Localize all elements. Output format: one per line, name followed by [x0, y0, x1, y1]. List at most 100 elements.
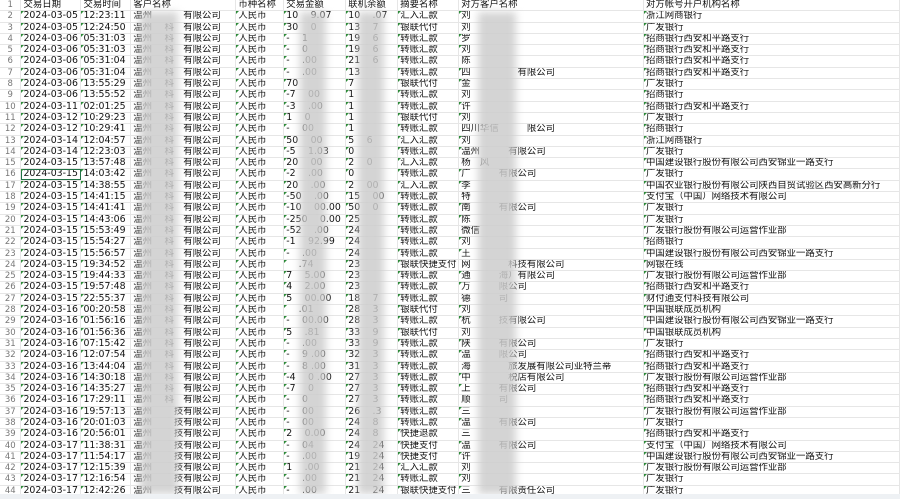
cell-balance[interactable]: 50 0	[345, 202, 399, 215]
cell-amount[interactable]: -7 0	[283, 383, 347, 396]
cell-amount[interactable]: -5 1.03	[283, 146, 347, 159]
cell-trade-date[interactable]: 2024-03-11	[20, 101, 82, 113]
cell-summary[interactable]: 转账汇款	[397, 338, 460, 351]
cell-balance[interactable]: 2 00	[345, 180, 399, 193]
cell-amount[interactable]: - .00	[283, 338, 347, 351]
row-number[interactable]: 20	[0, 214, 22, 226]
cell-trade-time[interactable]: 14:30:18	[80, 372, 132, 385]
cell-counterparty-name[interactable]: 德 司	[458, 293, 645, 306]
cell-counterparty-bank[interactable]: 中国建设银行股份有限公司西安锦业一路支行	[643, 248, 900, 260]
cell-amount[interactable]: - 00	[283, 406, 347, 418]
cell-counterparty-bank[interactable]: 招商银行西安和平路支行	[643, 349, 900, 362]
row-number[interactable]: 40	[0, 440, 22, 452]
cell-counterparty-name[interactable]: 温州 有限公司	[458, 146, 645, 159]
cell-trade-time[interactable]: 22:55:37	[80, 293, 132, 306]
row-number[interactable]: 39	[0, 428, 22, 441]
row-number[interactable]: 21	[0, 225, 22, 238]
cell-customer-name[interactable]: 温州 科 有限公司	[130, 78, 237, 91]
cell-counterparty-bank[interactable]: 支付宝（中国）网络技术有限公司	[643, 440, 900, 452]
cell-counterparty-bank[interactable]: 中国建设银行股份有限公司西安锦业一路支行	[643, 451, 900, 464]
cell-amount[interactable]: 1 0	[283, 112, 347, 125]
cell-counterparty-bank[interactable]: 广发银行股份有限公司运营作业部	[643, 406, 900, 418]
cell-trade-date[interactable]: 2024-03-17	[20, 473, 82, 486]
cell-currency[interactable]: 人民币	[235, 214, 285, 226]
cell-trade-time[interactable]: 20:01:03	[80, 417, 132, 430]
row-number[interactable]: 34	[0, 372, 22, 385]
cell-counterparty-name[interactable]: 刘	[458, 89, 645, 102]
cell-customer-name[interactable]: 温州 科 有限公司	[130, 55, 237, 68]
cell-trade-time[interactable]: 14:38:55	[80, 180, 132, 193]
cell-counterparty-bank[interactable]: 中国银联成员机构	[643, 304, 900, 317]
cell-counterparty-bank[interactable]: 招商银行	[643, 89, 900, 102]
cell-currency[interactable]: 人民币	[235, 248, 285, 260]
row-number[interactable]: 15	[0, 157, 22, 170]
cell-amount[interactable]: .01	[283, 304, 347, 317]
cell-currency[interactable]: 人民币	[235, 462, 285, 475]
cell-currency[interactable]: 人民币	[235, 259, 285, 272]
cell-summary[interactable]: 转账汇款	[397, 225, 460, 238]
cell-counterparty-name[interactable]: 刘	[458, 10, 645, 23]
cell-customer-name[interactable]: 温州 科 有限公司	[130, 67, 237, 80]
cell-balance[interactable]: 24 24	[345, 440, 399, 452]
cell-counterparty-bank[interactable]: 广发银行	[643, 22, 900, 34]
cell-trade-date[interactable]: 2024-03-15	[20, 281, 82, 294]
cell-customer-name[interactable]: 温州 科 有限公司	[130, 315, 237, 328]
cell-amount[interactable]: - 0	[283, 44, 347, 57]
header-amount[interactable]: 交易金额	[283, 0, 347, 12]
cell-balance[interactable]: 28 3	[345, 304, 399, 317]
cell-counterparty-bank[interactable]: 网银在线	[643, 259, 900, 272]
cell-counterparty-name[interactable]: 陕 有限公司	[458, 338, 645, 351]
cell-counterparty-bank[interactable]: 财付通支付科技有限公司	[643, 293, 900, 306]
cell-counterparty-name[interactable]: 刘	[458, 112, 645, 125]
cell-balance[interactable]: 1	[345, 123, 399, 136]
cell-currency[interactable]: 人民币	[235, 10, 285, 23]
row-number[interactable]: 8	[0, 78, 22, 91]
row-number[interactable]: 41	[0, 451, 22, 464]
row-number[interactable]: 43	[0, 473, 22, 486]
cell-trade-date[interactable]: 2024-03-05	[20, 10, 82, 23]
cell-customer-name[interactable]: 温州 科 有限公司	[130, 101, 237, 113]
cell-customer-name[interactable]: 温州 科 有限公司	[130, 293, 237, 306]
cell-counterparty-bank[interactable]: 中国建设银行股份有限公司西安锦业一路支行	[643, 157, 900, 170]
cell-customer-name[interactable]: 温州 科 有限公司	[130, 225, 237, 238]
cell-counterparty-name[interactable]: 中 税店有限公司	[458, 372, 645, 385]
cell-summary[interactable]: 银联代付	[397, 22, 460, 34]
cell-counterparty-bank[interactable]: 招商银行西安和平路支行	[643, 361, 900, 373]
cell-trade-time[interactable]: 13:55:52	[80, 89, 132, 102]
cell-summary[interactable]: 银联快捷支付	[397, 259, 460, 272]
cell-customer-name[interactable]: 温州 技有限公司	[130, 473, 237, 486]
cell-balance[interactable]: 19 6	[345, 44, 399, 57]
cell-trade-time[interactable]: 14:41:41	[80, 202, 132, 215]
cell-amount[interactable]: - 9 .00	[283, 349, 347, 362]
cell-trade-date[interactable]: 2024-03-06	[20, 67, 82, 80]
cell-summary[interactable]: 汇入汇款	[397, 135, 460, 147]
cell-balance[interactable]: 10 .07	[345, 10, 399, 23]
cell-counterparty-bank[interactable]: 广发银行	[643, 338, 900, 351]
cell-currency[interactable]: 人民币	[235, 55, 285, 68]
cell-currency[interactable]: 人民币	[235, 406, 285, 418]
cell-summary[interactable]: 转账汇款	[397, 191, 460, 204]
cell-trade-time[interactable]: 19:57:13	[80, 406, 132, 418]
cell-amount[interactable]: 50 00	[283, 135, 347, 147]
cell-trade-date[interactable]: 2024-03-12	[20, 112, 82, 125]
cell-amount[interactable]: - 8 .00	[283, 361, 347, 373]
cell-trade-date[interactable]: 2024-03-16	[20, 406, 82, 418]
cell-currency[interactable]: 人民币	[235, 157, 285, 170]
cell-summary[interactable]: 汇入汇款	[397, 157, 460, 170]
cell-counterparty-bank[interactable]: 浙江网商银行	[643, 135, 900, 147]
cell-amount[interactable]: 7 5.00	[283, 270, 347, 283]
row-number[interactable]: 13	[0, 135, 22, 147]
cell-customer-name[interactable]: 温州 科 有限公司	[130, 123, 237, 136]
cell-customer-name[interactable]: 温州 科 有限公司	[130, 248, 237, 260]
row-number[interactable]: 22	[0, 236, 22, 249]
cell-trade-date[interactable]: 2024-03-16	[20, 417, 82, 430]
cell-amount[interactable]: - .00	[283, 67, 347, 80]
cell-customer-name[interactable]: 温州 技有限公司	[130, 428, 237, 441]
cell-trade-date[interactable]: 2024-03-06	[20, 89, 82, 102]
cell-customer-name[interactable]: 温州 科 有限公司	[130, 372, 237, 385]
cell-customer-name[interactable]: 温州 科 有限公司	[130, 89, 237, 102]
cell-counterparty-bank[interactable]: 招商银行西安和平路支行	[643, 55, 900, 68]
cell-counterparty-name[interactable]: 微信	[458, 225, 645, 238]
cell-counterparty-name[interactable]: 王	[458, 248, 645, 260]
cell-counterparty-name[interactable]: 特	[458, 191, 645, 204]
